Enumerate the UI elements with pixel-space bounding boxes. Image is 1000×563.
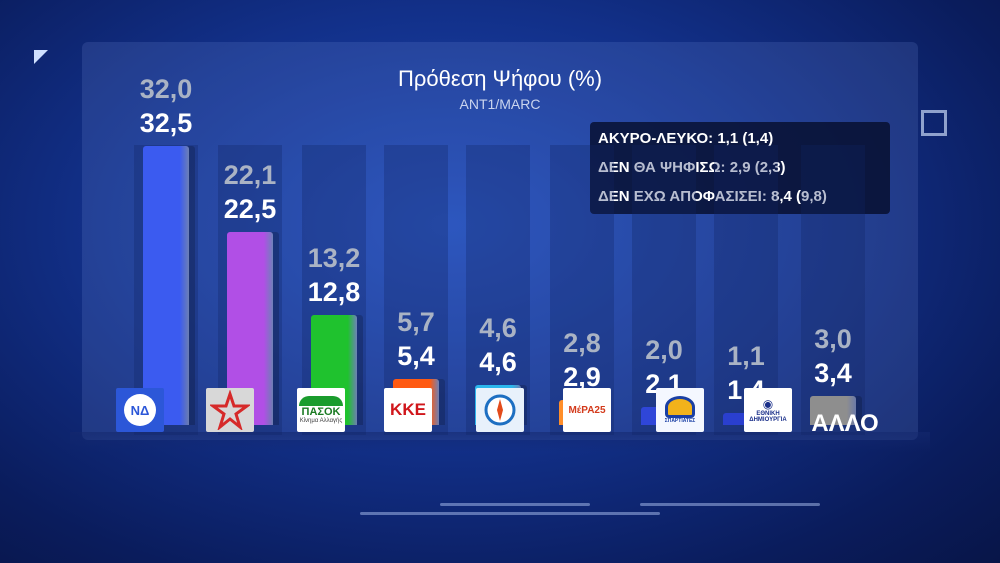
chart-panel <box>82 42 918 440</box>
bar-current-value-label: 5,4 <box>397 340 435 371</box>
chart-floor <box>70 432 930 452</box>
spartiates-logo-text: ΣΠΑΡΤΙΑΤΕΣ <box>664 418 696 424</box>
square-frame-icon <box>921 110 947 136</box>
bar-previous-value-label: 22,1 <box>223 159 277 190</box>
nd-logo-text: ΝΔ <box>130 402 150 418</box>
bar-background-column <box>632 145 696 435</box>
annotation-blank-vote: ΑΚΥΡΟ-ΛΕΥΚΟ: 1,1 (1,4) <box>598 130 774 147</box>
spartiates-logo-icon: ΣΠΑΡΤΙΑΤΕΣ <box>656 388 704 432</box>
other-label: ΑΛΛΟ <box>811 410 879 437</box>
bar-background-column <box>801 145 865 435</box>
decorative-streak <box>440 503 590 506</box>
bar-current-value-label: 32,5 <box>139 107 193 138</box>
chart-subtitle: ANT1/MARC <box>459 96 541 112</box>
bar-background-column <box>714 145 778 435</box>
corner-triangle-icon <box>34 50 48 64</box>
bar-previous-value-label: 3,0 <box>814 323 852 354</box>
bar-current-value-label: 22,5 <box>223 193 277 224</box>
bar-previous-value-label: 1,1 <box>727 340 765 371</box>
bar-previous-value-label: 5,7 <box>397 306 435 337</box>
bar <box>143 145 189 425</box>
undecided-info-box: ΑΚΥΡΟ-ΛΕΥΚΟ: 1,1 (1,4) ΔΕΝ ΘΑ ΨΗΦΙΣΩ: 2,… <box>590 122 890 214</box>
bar-previous-value-label: 2,8 <box>563 328 601 359</box>
pasok-logo-icon: ΠΑΣΟΚ Κίνημα Αλλαγής <box>297 388 345 432</box>
bar-current-value-label: 12,8 <box>307 276 361 307</box>
bar-previous-value-label: 4,6 <box>479 313 517 344</box>
bar-background-column <box>550 145 614 435</box>
bar-previous-value-label: 2,0 <box>645 334 683 365</box>
ethniki-logo-mark: ◉ <box>762 397 774 411</box>
annotation-undecided: ΔΕΝ ΕΧΩ ΑΠΟΦΑΣΙΣΕΙ: 8,4 (9,8) <box>598 188 827 205</box>
mera25-logo-icon: ΜέΡΑ25 <box>563 388 611 432</box>
annotation-will-not-vote: ΔΕΝ ΘΑ ΨΗΦΙΣΩ: 2,9 (2,3) <box>598 159 786 176</box>
pasok-logo-subtext: Κίνημα Αλλαγής <box>299 418 343 424</box>
nd-logo-icon: ΝΔ <box>116 388 164 432</box>
ethniki-logo-text: ΕΘΝΙΚΗ ΔΗΜΙΟΥΡΓΙΑ <box>749 411 787 423</box>
mera25-logo-text: ΜέΡΑ25 <box>568 404 606 416</box>
kke-logo-text: ΚΚΕ <box>390 400 426 419</box>
bar-previous-value-label: 13,2 <box>307 242 361 273</box>
kke-logo-icon: ΚΚΕ <box>384 388 432 432</box>
elliniki-lysi-compass-icon <box>476 388 524 432</box>
ethniki-dimiourgia-logo-icon: ◉ ΕΘΝΙΚΗ ΔΗΜΙΟΥΡΓΙΑ <box>744 388 792 432</box>
chart-title: Πρόθεση Ψήφου (%) <box>397 66 603 91</box>
pasok-logo-text: ΠΑΣΟΚ <box>301 406 341 418</box>
decorative-streak <box>640 503 820 506</box>
bar-current-value-label: 3,4 <box>814 357 852 388</box>
bar-current-value-label: 2,9 <box>563 362 601 393</box>
bar <box>810 395 856 425</box>
bar-current-value-label: 4,6 <box>479 347 517 378</box>
bar-previous-value-label: 32,0 <box>139 73 193 104</box>
decorative-streak <box>360 512 660 515</box>
syriza-star-icon <box>206 388 254 432</box>
